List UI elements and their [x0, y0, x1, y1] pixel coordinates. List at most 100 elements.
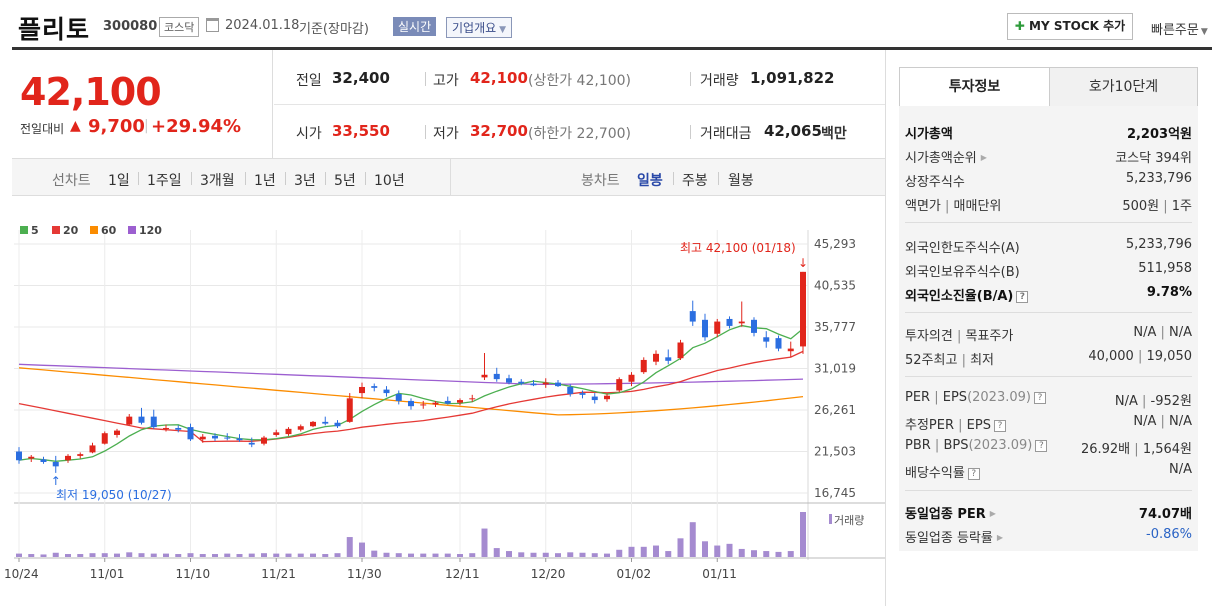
volume-bar	[297, 553, 304, 557]
per-value: N/A	[1114, 394, 1138, 409]
w52-low-value: 19,050	[1146, 349, 1193, 364]
par-label: 액면가	[905, 199, 941, 214]
candle-body	[775, 338, 782, 349]
realtime-button[interactable]: 실시간	[393, 17, 437, 36]
help-icon[interactable]: ?	[1016, 291, 1029, 303]
candle-body	[469, 398, 476, 400]
compare-label: 전일대비	[20, 122, 65, 136]
candle-monthly[interactable]: 월봉	[728, 173, 754, 189]
shares-label: 상장주식수	[905, 175, 965, 190]
prev-close-label: 전일	[296, 73, 322, 89]
cap-rank-label: 시가총액순위	[905, 151, 977, 166]
pbr-period: (2023.09)	[968, 438, 1033, 453]
volume-bar	[187, 553, 194, 557]
candle-body	[248, 442, 255, 445]
w52-high-value: 40,000	[1088, 349, 1134, 364]
help-icon[interactable]: ?	[993, 420, 1006, 432]
volume-bar	[579, 552, 586, 557]
legend-label-5: 5	[31, 224, 39, 237]
eps-value: -952원	[1150, 394, 1192, 409]
industry-change-link[interactable]: 동일업종 등락률 ▶	[905, 527, 1003, 546]
volume-bar	[383, 552, 390, 557]
w52-low-label: 최저	[970, 353, 995, 368]
volume-bar	[114, 553, 120, 557]
market-cap-label: 시가총액	[905, 127, 953, 142]
pbr-value: 26.92배	[1080, 442, 1131, 457]
candle-body	[138, 416, 145, 423]
divider	[138, 172, 139, 185]
industry-per-link[interactable]: 동일업종 PER ▶	[905, 503, 996, 522]
period-3m[interactable]: 3개월	[200, 173, 235, 189]
open-label: 시가	[296, 126, 322, 142]
candle-body	[751, 319, 757, 333]
candle-body	[432, 402, 439, 405]
legend-swatch-5	[20, 226, 28, 234]
my-stock-add-button[interactable]: ✚ MY STOCK 추가	[1007, 13, 1133, 40]
help-icon[interactable]: ?	[967, 468, 980, 480]
candle-body	[101, 433, 108, 444]
period-3y[interactable]: 3년	[294, 173, 316, 189]
candle-weekly[interactable]: 주봉	[682, 173, 708, 189]
header-divider	[12, 47, 1212, 50]
tab-order-book[interactable]: 호가10단계	[1049, 67, 1198, 107]
tab-investment-info[interactable]: 투자정보	[899, 67, 1050, 107]
candle-body	[359, 386, 365, 394]
quick-order-label: 빠른주문	[1151, 23, 1199, 38]
min-arrow-icon: ↑	[51, 474, 61, 488]
help-icon[interactable]: ?	[1033, 392, 1046, 404]
toolbar-divider	[450, 159, 451, 195]
candle-body	[518, 381, 525, 384]
volume-bar	[628, 546, 635, 557]
legend-label-120: 120	[139, 224, 162, 237]
candle-body	[310, 421, 316, 427]
candle-daily[interactable]: 일봉	[637, 173, 663, 189]
divider	[718, 172, 719, 185]
volume-bar	[28, 554, 35, 557]
amount-unit: 백만	[821, 126, 847, 142]
volume-bar	[346, 537, 353, 557]
company-overview-dropdown[interactable]: 기업개요 ▼	[446, 17, 513, 38]
divider	[673, 172, 674, 185]
foreign-limit-label: 외국인한도주식수(A)	[905, 241, 1020, 256]
period-10y[interactable]: 10년	[374, 173, 405, 189]
volume-label: 거래량	[700, 73, 739, 89]
candle-body	[175, 427, 182, 430]
dividend-label: 배당수익률	[905, 466, 965, 481]
candle-body	[285, 428, 292, 435]
max-arrow-icon: ↓	[798, 256, 808, 270]
volume-bar	[689, 522, 696, 557]
industry-change-value: -0.86%	[1146, 527, 1192, 542]
candle-body	[579, 393, 586, 395]
max-annotation: 최고 42,100 (01/18)	[680, 241, 796, 255]
ma-20-line	[18, 350, 804, 443]
market-cap-value: 2,203억원	[1126, 127, 1192, 142]
divider: |	[144, 118, 149, 134]
period-1w[interactable]: 1주일	[147, 173, 182, 189]
period-1d[interactable]: 1일	[108, 173, 130, 189]
price-chart[interactable]: 45,293 40,535 35,777 31,019 26,261 21,503 16,7…	[0, 200, 885, 606]
candle-body	[199, 436, 206, 440]
stock-code: 300080	[103, 19, 158, 34]
volume-bar	[530, 552, 537, 557]
candle-body	[493, 373, 500, 380]
volume-bar	[469, 553, 476, 557]
section-divider	[905, 376, 1192, 377]
x-tick-label: 12/20	[531, 567, 566, 581]
section-divider	[905, 490, 1192, 491]
help-icon[interactable]: ?	[1035, 440, 1048, 452]
x-tick-label: 01/02	[617, 567, 652, 581]
y-tick-label: 31,019	[814, 362, 856, 376]
candle-body	[506, 378, 512, 383]
period-5y[interactable]: 5년	[334, 173, 356, 189]
candle-body	[677, 342, 684, 359]
period-1y[interactable]: 1년	[254, 173, 276, 189]
volume-bar	[702, 541, 708, 557]
divider	[245, 172, 246, 185]
candle-body	[28, 456, 35, 459]
quick-order-button[interactable]: 빠른주문 ▼	[1151, 19, 1208, 38]
candle-body	[408, 400, 414, 407]
candle-body	[420, 404, 427, 406]
w52-label: 52주최고 | 최저	[905, 349, 994, 368]
divider	[425, 72, 426, 86]
cap-rank-link[interactable]: 시가총액순위 ▶	[905, 147, 987, 166]
